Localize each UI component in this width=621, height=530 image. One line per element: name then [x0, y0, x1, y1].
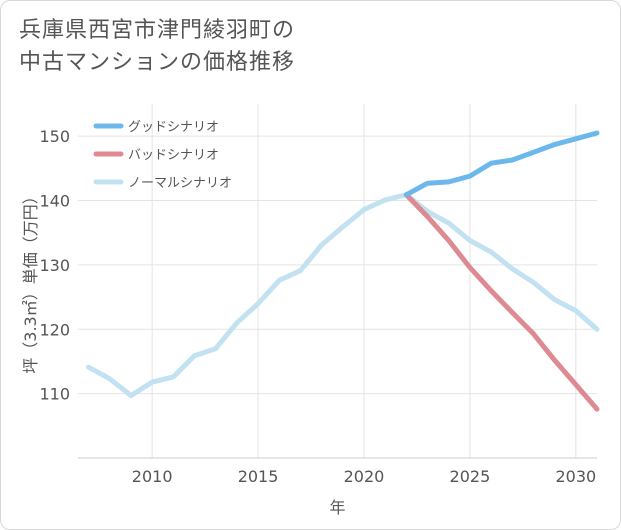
chart-title: 兵庫県西宮市津門綾羽町の 中古マンションの価格推移 — [19, 15, 579, 79]
legend-label: ノーマルシナリオ — [128, 176, 232, 191]
x-tick-label: 2030 — [555, 467, 596, 486]
series-line-2 — [86, 192, 600, 399]
y-axis-title: 坪（3.3㎡）単価（万円） — [21, 188, 40, 373]
x-tick-label: 2020 — [344, 467, 385, 486]
chart-title-line-1: 兵庫県西宮市津門綾羽町の — [19, 18, 296, 43]
series-lines — [86, 130, 600, 412]
y-tick-label: 110 — [39, 385, 70, 404]
chart-title-line-2: 中古マンションの価格推移 — [19, 50, 296, 75]
series-line-0 — [403, 130, 600, 198]
x-axis-title: 年 — [329, 498, 345, 517]
y-tick-label: 140 — [39, 192, 70, 211]
y-tick-label: 150 — [39, 127, 70, 146]
x-tick-label: 2010 — [132, 467, 173, 486]
axis-ticks: 2010 2015 2020 2025 2030 110 120 130 140 150 — [39, 127, 596, 486]
legend-label: グッドシナリオ — [128, 120, 219, 135]
x-tick-label: 2025 — [450, 467, 491, 486]
legend-label: バッドシナリオ — [128, 148, 219, 163]
x-tick-label: 2015 — [238, 467, 279, 486]
series-line-1 — [403, 192, 600, 412]
y-tick-label: 120 — [39, 320, 70, 339]
y-tick-label: 130 — [39, 256, 70, 275]
